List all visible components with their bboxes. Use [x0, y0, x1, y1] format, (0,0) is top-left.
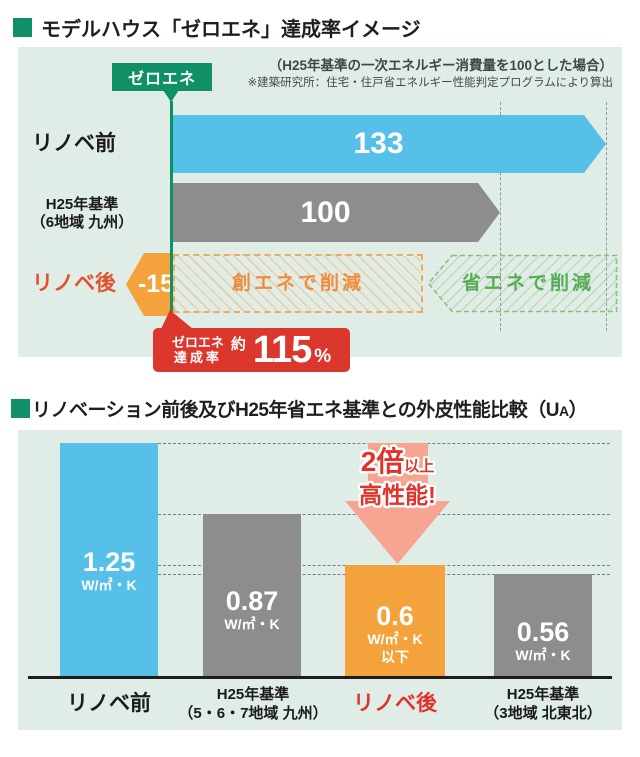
bar2-renovation-after-note: 以下: [381, 649, 409, 665]
bar2-h25-north: 0.56 W/㎡・K: [494, 574, 592, 677]
achievement-badge: ゼロエネ 達成率 約 115 %: [153, 328, 350, 372]
green-square-bullet-2: [11, 399, 30, 418]
axis-label-h25-kyushu-line2: （5・6・7地域 九州）: [178, 705, 328, 722]
section2-title-row: リノベーション前後及びH25年省エネ基準との外皮性能比較（UA）: [11, 395, 588, 422]
axis-label-h25-north: H25年基準 （3地域 北東北）: [458, 685, 628, 723]
bar2-h25-north-unit: W/㎡・K: [515, 646, 571, 663]
achievement-badge-name-line1: ゼロエネ: [171, 335, 224, 350]
band-energy-creation-label: 創エネで削減: [231, 273, 364, 294]
improvement-annotation-small: 以上: [404, 458, 435, 475]
band-energy-saving-label: 省エネで削減: [461, 273, 594, 294]
chart1-subtitle: （H25年基準の一次エネルギー消費量を100とした場合）: [268, 58, 613, 73]
label-renovation-after: リノベ後: [32, 272, 116, 295]
axis-label-h25-kyushu: H25年基準 （5・6・7地域 九州）: [168, 685, 338, 723]
ref-line-100: [500, 102, 501, 331]
band-energy-saving: [427, 254, 618, 313]
bar-renovation-after: -15: [126, 253, 172, 316]
bar2-h25-kyushu-unit: W/㎡・K: [224, 615, 280, 632]
achievement-badge-name: ゼロエネ 達成率: [172, 335, 224, 365]
axis-label-h25-north-line2: （3地域 北東北）: [484, 705, 602, 722]
bar2-renovation-before-unit: W/㎡・K: [81, 577, 137, 593]
improvement-annotation: 2倍以上 高性能!: [335, 446, 460, 509]
axis-label-renovation-after: リノベ後: [353, 692, 437, 715]
section2-title-subscript: A: [559, 403, 569, 419]
chart1-panel: （H25年基準の一次エネルギー消費量を100とした場合） ※建築研究所：住宅・住…: [18, 47, 622, 372]
green-square-bullet: [13, 18, 32, 37]
ref-line-133: [606, 102, 607, 331]
label-renovation-before: リノベ前: [32, 132, 116, 155]
achievement-badge-percent: %: [314, 346, 332, 367]
zero-ene-badge-pointer-icon: [163, 90, 179, 102]
label-h25-standard-line2: （6地域 九州）: [30, 214, 134, 231]
axis-label-renovation-before: リノベ前: [67, 692, 151, 715]
x-axis-baseline: [28, 676, 612, 679]
bar2-renovation-before: 1.25 W/㎡・K: [60, 443, 158, 677]
section2-title: リノベーション前後及びH25年省エネ基準との外皮性能比較（UA）: [32, 400, 588, 421]
bar-h25-standard-value: 100: [300, 195, 351, 229]
bar2-renovation-before-value: 1.25: [82, 547, 136, 577]
chart1-source-note: ※建築研究所：住宅・住戸省エネルギー性能判定プログラムにより算出: [247, 77, 613, 89]
section1-title: モデルハウス「ゼロエネ」達成率イメージ: [41, 19, 421, 41]
zero-baseline: [170, 101, 173, 331]
band-energy-creation: [173, 254, 423, 313]
zero-ene-badge: ゼロエネ: [112, 63, 212, 91]
bar-renovation-before: 133: [173, 115, 606, 173]
bar2-renovation-after-value: 0.6: [376, 601, 414, 631]
label-h25-standard: H25年基準 （6地域 九州）: [18, 196, 146, 232]
chart2-panel: 2倍以上 高性能! 1.25 W/㎡・K 0.87 W/㎡・K 0.6 W/㎡・…: [18, 430, 622, 730]
bar2-renovation-after-unit: W/㎡・K: [367, 631, 423, 647]
axis-label-h25-kyushu-line1: H25年基準: [216, 686, 290, 703]
label-h25-standard-line1: H25年基準: [45, 196, 119, 213]
section1-title-row: モデルハウス「ゼロエネ」達成率イメージ: [13, 13, 421, 42]
bar-renovation-after-value: -15: [137, 270, 175, 298]
achievement-badge-approx: 約: [230, 335, 246, 353]
improvement-annotation-big: 2倍: [360, 446, 405, 477]
achievement-badge-value: 115: [252, 329, 312, 371]
bar-renovation-before-value: 133: [353, 127, 404, 160]
axis-label-h25-north-line1: H25年基準: [506, 686, 580, 703]
bar-h25-standard: 100: [173, 183, 500, 242]
bar2-h25-north-value: 0.56: [516, 616, 570, 647]
achievement-badge-name-line2: 達成率: [173, 350, 222, 365]
improvement-annotation-line2: 高性能!: [359, 482, 436, 508]
bar2-renovation-after: 0.6 W/㎡・K 以下: [345, 565, 445, 677]
bar2-h25-kyushu-value: 0.87: [225, 585, 279, 616]
bar2-h25-kyushu: 0.87 W/㎡・K: [203, 514, 301, 677]
